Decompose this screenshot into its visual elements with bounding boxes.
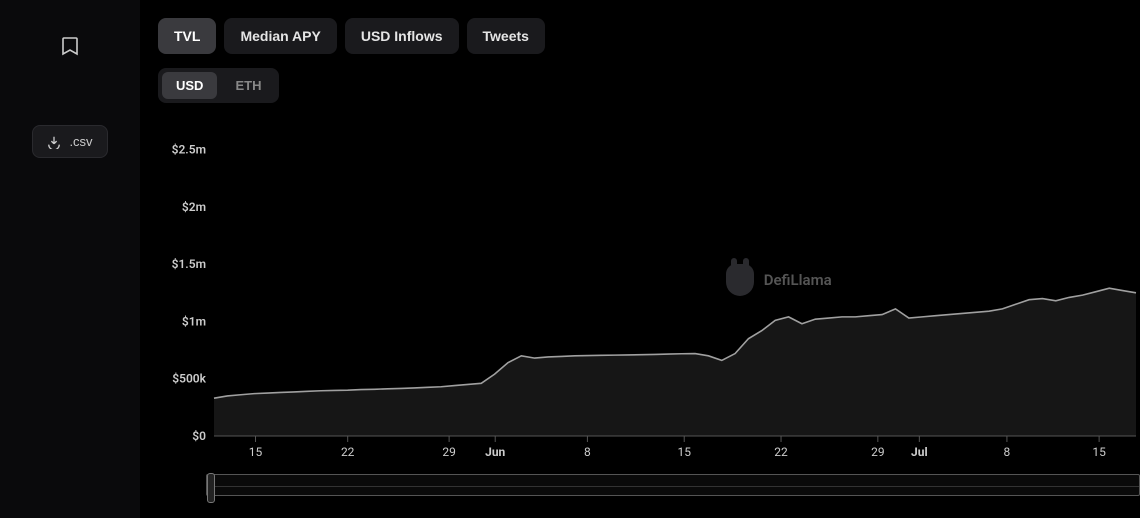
tvl-area-chart: $0 $500k $1m $1.5m $2m $2.5m 15 22 29 Jun 8 15 22 29 J…	[158, 113, 1140, 466]
svg-text:$500k: $500k	[172, 372, 206, 386]
bookmark-icon	[61, 36, 79, 56]
metric-tabs: TVLMedian APYUSD InflowsTweets	[158, 18, 1140, 54]
svg-text:22: 22	[774, 445, 788, 459]
sidebar: .csv	[0, 0, 140, 518]
chart-area: $0 $500k $1m $1.5m $2m $2.5m 15 22 29 Jun 8 15 22 29 J…	[158, 113, 1140, 466]
download-csv-button[interactable]: .csv	[32, 125, 107, 158]
currency-tab-eth[interactable]: ETH	[221, 72, 275, 99]
svg-text:15: 15	[1092, 445, 1106, 459]
svg-text:15: 15	[249, 445, 263, 459]
svg-text:15: 15	[677, 445, 691, 459]
brush-sparkline	[211, 486, 1139, 487]
svg-text:$1.5m: $1.5m	[172, 257, 206, 271]
svg-text:Jul: Jul	[911, 445, 928, 459]
svg-text:29: 29	[871, 445, 885, 459]
tab-tvl[interactable]: TVL	[158, 18, 216, 54]
svg-text:22: 22	[341, 445, 355, 459]
brush-handle-left[interactable]	[207, 473, 215, 503]
bookmark-button[interactable]	[55, 30, 85, 65]
tab-tweets[interactable]: Tweets	[467, 18, 545, 54]
download-icon	[47, 135, 61, 149]
main-panel: TVLMedian APYUSD InflowsTweets USDETH $0…	[140, 0, 1140, 518]
time-brush[interactable]	[206, 474, 1140, 496]
currency-tab-usd[interactable]: USD	[162, 72, 217, 99]
svg-text:$0: $0	[192, 429, 206, 443]
svg-text:$1m: $1m	[182, 314, 206, 328]
svg-text:$2.5m: $2.5m	[172, 143, 206, 157]
svg-text:$2m: $2m	[182, 200, 206, 214]
currency-tabs: USDETH	[158, 68, 279, 103]
svg-text:29: 29	[442, 445, 456, 459]
tab-usd-inflows[interactable]: USD Inflows	[345, 18, 459, 54]
svg-text:8: 8	[1004, 445, 1011, 459]
svg-text:8: 8	[584, 445, 591, 459]
csv-label: .csv	[69, 134, 92, 149]
svg-text:Jun: Jun	[485, 445, 505, 459]
tab-median-apy[interactable]: Median APY	[224, 18, 336, 54]
